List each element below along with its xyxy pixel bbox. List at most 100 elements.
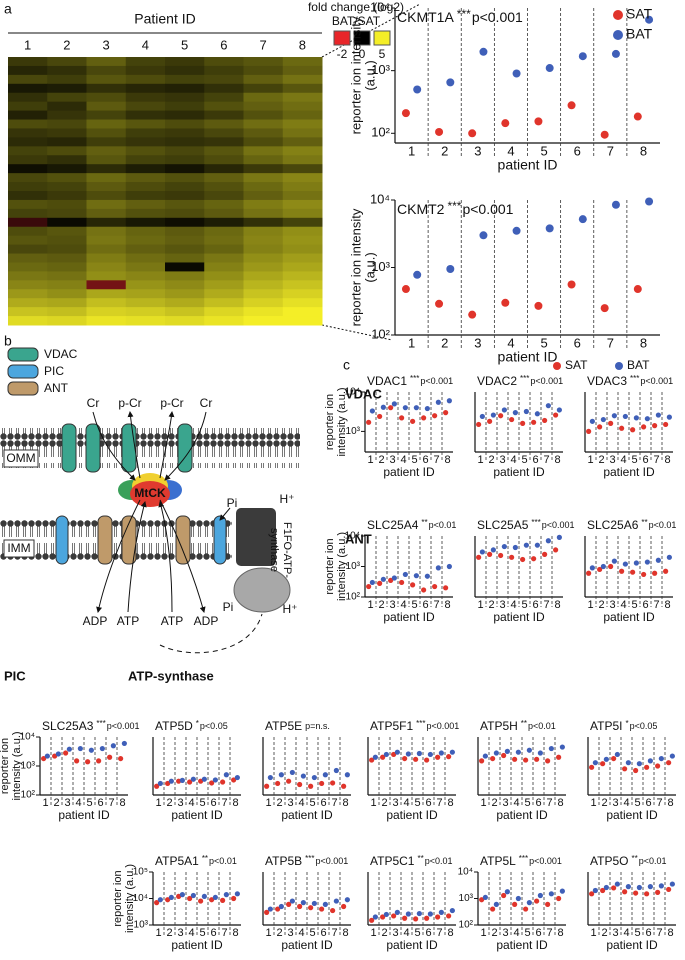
x-tick-label: 7 [331,797,337,809]
data-point [534,301,543,310]
legend-swatch [7,364,39,379]
x-tick-label: 1 [587,599,593,611]
heatmap-cell [86,173,127,183]
heatmap-cell [86,217,127,228]
heatmap-cell [125,271,166,281]
data-point [490,755,496,762]
significance-stars: *** [410,374,419,383]
heatmap-cell [47,262,87,272]
data-point [383,751,389,758]
data-point [413,916,419,922]
data-point [286,901,292,907]
heatmap-cell [282,92,323,103]
data-point [589,764,595,770]
p-value: p<0.01 [429,520,457,530]
data-point [614,881,620,887]
data-point [523,757,529,763]
data-point [391,575,397,581]
data-point [468,310,477,319]
heatmap-cell [8,146,48,156]
x-tick-label: 3 [389,599,395,611]
x-tick-label: 4 [400,454,406,466]
chart-title: CKMT2 ***p<0.001 [397,199,514,217]
heatmap-cell [125,137,166,147]
heatmap-cell [282,173,323,183]
data-point [512,410,518,416]
y-tick-label: 10³ [459,893,474,904]
colorbar-swatch [333,30,351,46]
data-point [388,577,394,584]
heatmap-cell [204,235,244,246]
zoom-line [321,3,421,58]
heatmap-cell [282,289,323,299]
significance-stars: *** [531,518,540,527]
data-point [275,906,281,912]
data-point [413,85,422,94]
x-tick-label: 8 [554,599,560,611]
data-point [658,755,664,762]
metabolite: p-Cr [118,396,141,410]
heatmap-cell [204,316,244,326]
data-point [157,897,163,903]
y-tick-label: 10³ [371,62,390,77]
data-point [663,568,669,574]
heatmap-cell [86,92,127,103]
data-point [380,914,386,920]
data-point [190,892,196,899]
metabolite: ATP [161,614,183,628]
x-tick-label: 3 [612,927,618,939]
x-tick-label: 1 [408,143,415,158]
x-tick-label: 4 [400,599,406,611]
data-point [311,774,317,781]
heatmap-cell [243,110,284,121]
data-point [556,407,562,413]
x-tick-label: 3 [499,454,505,466]
p-value: p<0.05 [630,721,658,731]
title-gene: ATP5E [265,719,302,733]
x-tick-label: 3 [389,454,395,466]
heatmap-cell [282,164,323,174]
data-point [479,47,488,56]
data-point [278,772,284,778]
data-point [487,418,493,424]
heatmap-cell [86,244,127,255]
x-tick-label: 8 [554,454,560,466]
p-value: p=n.s. [305,721,330,731]
data-point [608,420,614,426]
x-tick-label: 8 [444,599,450,611]
heatmap-cell [282,298,323,308]
data-point [578,215,587,224]
data-point [479,758,485,764]
x-tick-label: 1 [265,927,271,939]
metabolite: Cr [200,396,213,410]
heatmap-cell [8,74,48,85]
heatmap-cell [243,83,284,94]
x-tick-label: 2 [166,927,172,939]
heatmap-cell [243,226,284,237]
arrow [127,501,147,613]
data-point [633,767,639,774]
y-tick-label: 10⁴ [345,531,360,542]
data-point [330,907,336,914]
heatmap-cell [8,262,48,272]
heatmap-cell [204,271,244,281]
chart-title: ATP5I *p<0.05 [590,719,657,733]
heatmap-cell [47,271,87,281]
heatmap-cell [243,199,284,210]
data-point [88,747,94,753]
x-tick-label: 3 [287,797,293,809]
data-point [509,416,515,423]
heatmap-cell [125,146,166,156]
significance-stars: *** [457,7,471,21]
data-point [600,304,609,313]
heatmap-cell [47,119,87,129]
x-tick-label: 4 [510,454,516,466]
data-point [589,418,595,424]
heatmap-cell [243,271,284,281]
heatmap-cell [47,57,87,67]
x-tick-label: 7 [433,599,439,611]
data-point [231,777,237,783]
section-header: VDAC [345,386,382,401]
colorbar-title: fold change (log2) [308,0,404,14]
heatmap-cell [8,92,48,103]
